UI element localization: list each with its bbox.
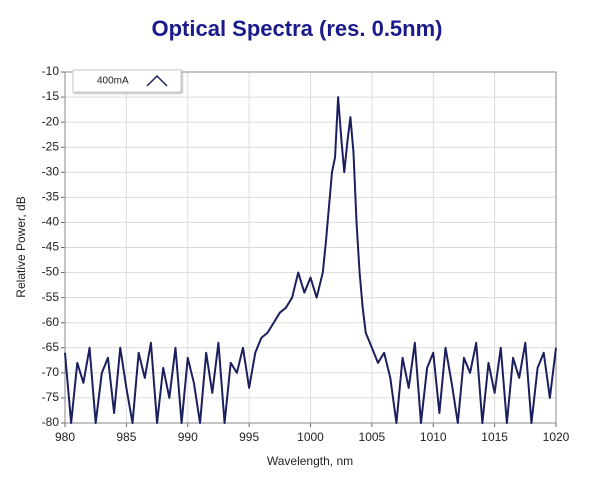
y-tick-label: -80	[42, 415, 60, 429]
legend: 400mA	[72, 69, 182, 93]
y-tick-label: -50	[42, 265, 60, 279]
y-tick-label: -65	[42, 340, 60, 354]
y-tick-label: -15	[42, 89, 60, 103]
legend-box	[72, 69, 182, 93]
x-tick-label: 1020	[543, 430, 570, 444]
y-tick-label: -70	[42, 365, 60, 379]
x-tick-label: 990	[178, 430, 198, 444]
x-axis-label: Wavelength, nm	[267, 454, 353, 468]
y-tick-label: -75	[42, 390, 60, 404]
y-tick-label: -30	[42, 164, 60, 178]
y-tick-label: -35	[42, 190, 60, 204]
legend-swatch	[146, 74, 168, 87]
x-tick-label: 1010	[420, 430, 447, 444]
series-line	[64, 96, 557, 424]
x-tick-label: 1005	[359, 430, 386, 444]
y-tick-label: -10	[42, 64, 60, 78]
y-axis-label: Relative Power, dB	[14, 196, 28, 297]
x-tick-label: 995	[239, 430, 259, 444]
chart-title: Optical Spectra (res. 0.5nm)	[152, 16, 443, 41]
x-tick-label: 985	[116, 430, 136, 444]
y-tick-label: -55	[42, 290, 60, 304]
x-tick-label: 980	[55, 430, 75, 444]
legend-label: 400mA	[97, 76, 129, 87]
y-tick-label: -60	[42, 315, 60, 329]
y-tick-label: -45	[42, 240, 60, 254]
y-tick-label: -25	[42, 139, 60, 153]
y-tick-label: -40	[42, 215, 60, 229]
plot-frame	[64, 71, 557, 424]
y-tick-label: -20	[42, 114, 60, 128]
x-tick-label: 1000	[297, 430, 324, 444]
x-tick-label: 1015	[481, 430, 508, 444]
